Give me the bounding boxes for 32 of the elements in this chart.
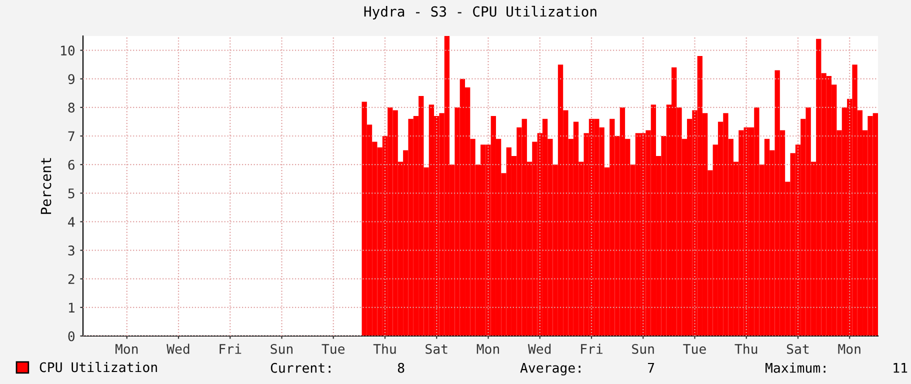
y-tick-label: 0 [68,331,75,342]
y-axis-title: Percent [40,158,52,214]
x-tick-label: Sat [426,344,448,354]
y-tick-label: 9 [68,74,74,84]
text: Average: 7 [520,362,654,376]
x-tick-label: Tue [683,344,706,354]
y-tick-label: 3 [68,246,74,256]
y-tick-label: 10 [61,46,75,56]
y-tick-label: 4 [68,217,75,227]
x-tick-label: Mon [116,344,138,354]
x-tick-label: Thu [734,344,758,354]
x-tick-label: Fri [581,344,602,354]
y-tick-label: 8 [68,102,75,113]
x-tick-label: Mon [838,344,860,354]
x-tick-label: Tue [322,344,345,354]
y-tick-label: 1 [69,302,74,312]
x-tick-label: Fri [220,344,242,354]
x-tick-label: Mon [476,344,499,354]
x-tick-label: Wed [528,344,551,354]
x-tick-label: Sat [786,344,809,354]
x-tick-label: Sun [632,344,654,354]
y-tick-label: 2 [68,274,74,284]
x-tick-label: Wed [166,344,190,354]
y-tick-label: 5 [68,188,74,198]
x-tick-label: Sun [270,344,292,354]
x-tick-label: Thu [373,344,396,354]
text: Maximum: 11 [766,362,908,373]
chart-title: Hydra - S3 - CPU Utilization [364,6,596,20]
y-tick-label: 6 [68,160,75,170]
y-tick-label: 7 [68,131,74,142]
legend-label: CPU Utilization [40,362,157,372]
text: Current: 8 [270,362,404,373]
